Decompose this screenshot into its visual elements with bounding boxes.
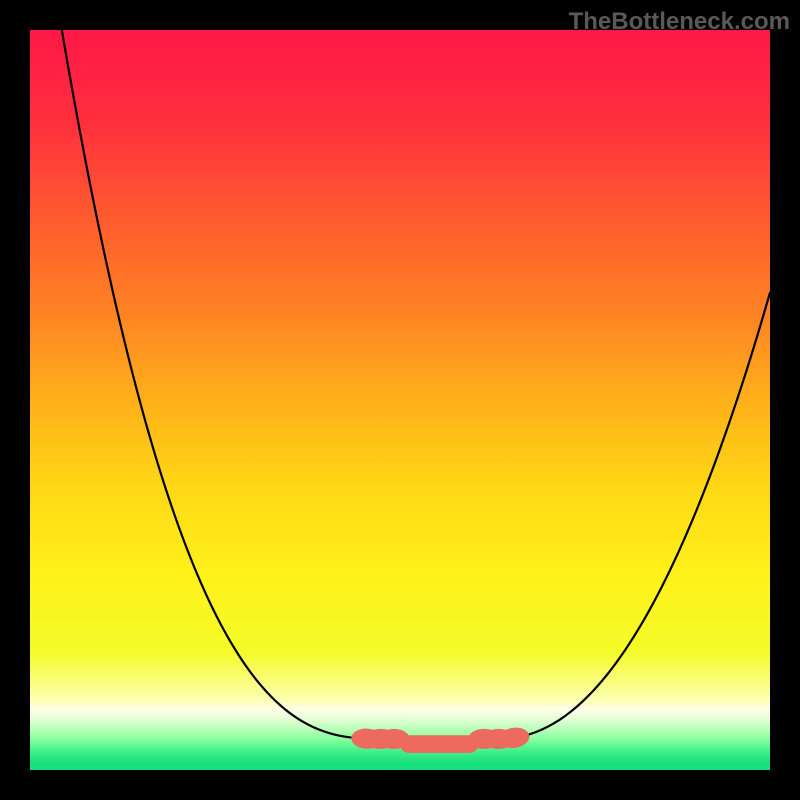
plot-area (30, 30, 770, 770)
plot-svg (30, 30, 770, 770)
gradient-background (30, 30, 770, 770)
watermark-text: TheBottleneck.com (569, 8, 790, 36)
chart-container: TheBottleneck.com (0, 0, 800, 800)
